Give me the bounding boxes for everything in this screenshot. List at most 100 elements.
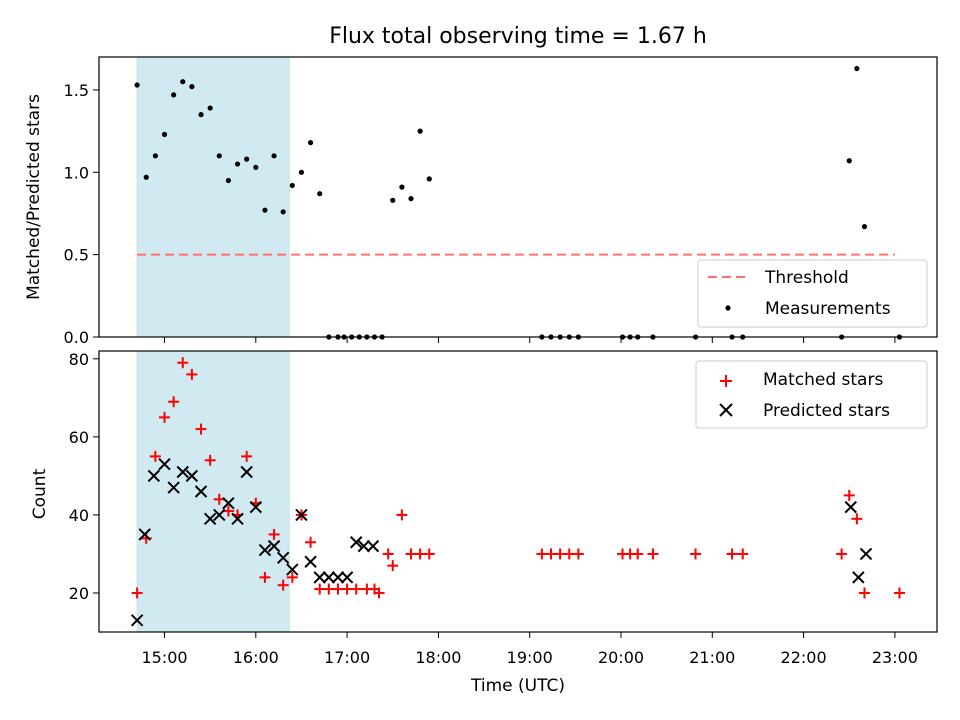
matched-star-point xyxy=(737,548,749,560)
legend-matched-swatch xyxy=(720,375,732,387)
cross-b xyxy=(295,508,308,522)
top-axes-frame xyxy=(98,56,938,338)
top-legend: Threshold Measurements xyxy=(697,259,928,328)
bottom-x-tick-label: 20:00 xyxy=(598,648,644,667)
top-y-tick-label: 1.0 xyxy=(64,163,89,182)
measurement-point xyxy=(399,184,405,190)
matched-star-point xyxy=(423,548,435,560)
predicted-star-point xyxy=(130,614,144,627)
cross-b xyxy=(852,571,865,584)
measurement-point xyxy=(280,209,286,215)
measurement-point xyxy=(171,92,177,98)
cross-b xyxy=(203,512,217,526)
cross-b xyxy=(276,551,290,565)
matched-star-point xyxy=(213,493,225,505)
legend-predicted-swatch xyxy=(719,403,733,417)
measurement-point xyxy=(390,197,396,203)
measurement-point xyxy=(426,176,432,182)
cross-b xyxy=(240,465,253,479)
cross-b xyxy=(138,528,151,541)
top-legend-box xyxy=(697,259,928,328)
legend-threshold-label: Threshold xyxy=(764,268,849,288)
cross-b xyxy=(313,571,326,584)
measurement-point xyxy=(152,153,158,159)
measurement-point xyxy=(207,105,213,111)
matched-star-point xyxy=(277,579,289,591)
matched-star-point xyxy=(159,411,170,423)
predicted-star-point xyxy=(267,539,281,553)
bottom-x-ticks: 15:00 16:00 17:00 18:00 19:00 20:00 21:00 22:00… xyxy=(141,632,918,667)
predicted-star-point xyxy=(258,543,272,557)
cross-b xyxy=(267,539,281,553)
measurement-point xyxy=(262,207,268,213)
bottom-x-axis-label: Time (UTC) xyxy=(470,676,565,696)
legend-measurements-label: Measurements xyxy=(765,299,891,319)
predicted-star-point xyxy=(295,508,308,522)
cross-b xyxy=(194,485,208,498)
measurement-point xyxy=(317,191,323,197)
matched-star-point xyxy=(168,396,180,408)
measurement-point xyxy=(289,182,295,189)
matched-star-point xyxy=(387,560,399,572)
matched-star-point xyxy=(373,587,385,599)
matched-star-point xyxy=(647,548,659,560)
cross-b xyxy=(249,500,263,514)
measurement-point xyxy=(854,65,860,72)
cross-b xyxy=(366,539,380,553)
predicted-star-point xyxy=(185,469,199,483)
cross-b xyxy=(331,571,345,584)
bottom-y-tick-label: 40 xyxy=(69,506,89,525)
predicted-star-point xyxy=(852,571,865,584)
matched-star-point xyxy=(851,513,863,525)
measurement-point xyxy=(180,79,186,85)
cross-b xyxy=(167,481,180,494)
matched-star-point xyxy=(259,571,271,583)
measurement-point xyxy=(198,112,204,118)
bottom-x-tick-label: 18:00 xyxy=(415,648,461,667)
matched-star-point xyxy=(858,587,870,599)
cross-b xyxy=(222,497,235,510)
predicted-star-point xyxy=(222,497,235,510)
measurement-point xyxy=(244,156,250,162)
predicted-star-point xyxy=(249,500,263,514)
predicted-star-point xyxy=(322,571,336,584)
legend-predicted-label: Predicted stars xyxy=(763,401,890,421)
matched-star-point xyxy=(149,450,161,462)
matched-star-point xyxy=(843,489,855,501)
matched-star-point xyxy=(690,548,702,560)
bottom-highlight-span xyxy=(136,350,290,633)
matched-star-point xyxy=(572,548,584,560)
cross-b xyxy=(859,547,873,561)
predicted-star-point xyxy=(350,536,363,549)
cross-b xyxy=(185,469,199,483)
matched-star-point xyxy=(186,368,198,380)
predicted-star-point xyxy=(313,571,326,584)
matched-star-point xyxy=(241,450,253,462)
cross-b xyxy=(231,512,244,526)
top-y-tick-label: 1.5 xyxy=(64,81,89,100)
bottom-series xyxy=(130,357,905,627)
bottom-y-tick-label: 20 xyxy=(69,584,89,603)
top-y-axis-label: Matched/Predicted stars xyxy=(24,94,44,300)
matched-star-point xyxy=(131,587,143,599)
matched-star-point xyxy=(726,548,738,560)
matched-star-point xyxy=(222,505,234,517)
matched-star-point xyxy=(305,536,317,548)
cross-b xyxy=(304,555,317,568)
bottom-x-tick-label: 15:00 xyxy=(141,648,187,667)
chart-title: Flux total observing time = 1.67 h xyxy=(329,24,707,49)
cross-b xyxy=(213,508,226,522)
bottom-x-tick-label: 16:00 xyxy=(233,648,279,667)
measurement-point xyxy=(408,196,414,202)
measurement-point xyxy=(298,169,305,175)
bottom-y-axis-label: Count xyxy=(30,468,50,519)
measurement-point xyxy=(134,82,140,88)
top-y-tick-label: 0.0 xyxy=(64,328,89,347)
cross-b xyxy=(147,469,161,483)
matched-star-point xyxy=(286,571,298,583)
measurement-point xyxy=(216,153,222,159)
predicted-star-point xyxy=(357,539,371,553)
predicted-star-point xyxy=(286,563,299,576)
cross-b xyxy=(286,563,299,576)
bottom-x-tick-label: 17:00 xyxy=(324,648,370,667)
